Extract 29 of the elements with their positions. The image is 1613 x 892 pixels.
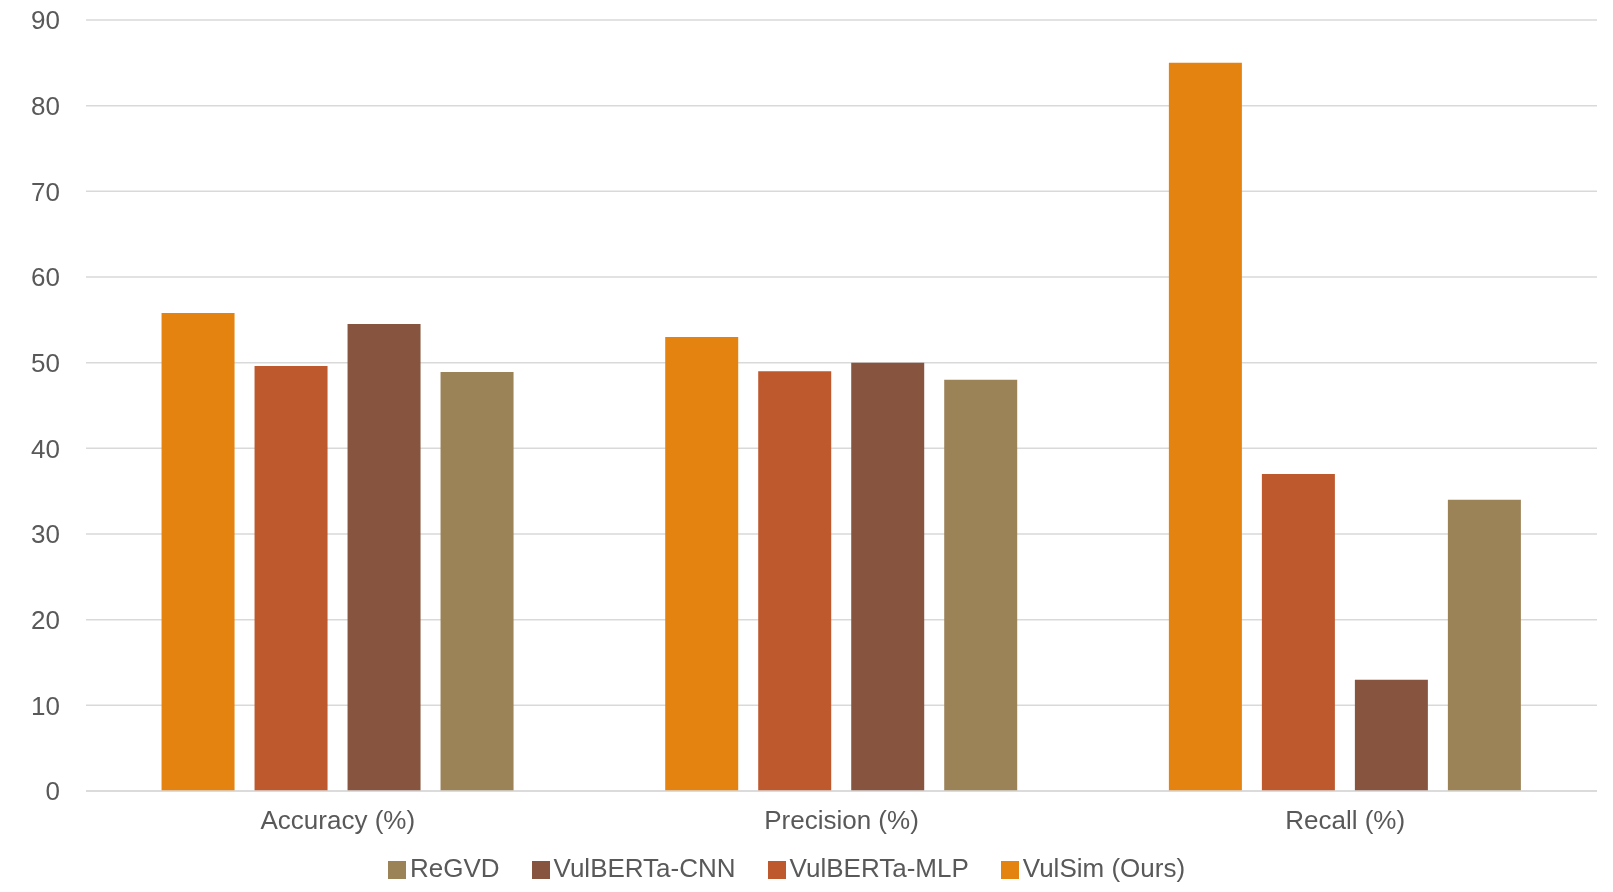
y-tick-label: 40	[31, 433, 60, 464]
bar	[440, 372, 514, 791]
bar	[254, 366, 328, 791]
y-tick-label: 60	[31, 262, 60, 293]
y-tick-label: 80	[31, 90, 60, 121]
legend-label: VulBERTa-MLP	[789, 853, 969, 883]
legend-label: ReGVD	[409, 853, 500, 883]
bar	[851, 362, 925, 791]
bar	[1261, 474, 1335, 791]
y-tick-label: 70	[31, 176, 60, 207]
y-tick-label: 50	[31, 347, 60, 378]
bar	[944, 379, 1018, 791]
bar	[665, 336, 739, 791]
x-tick-label: Precision (%)	[764, 805, 919, 836]
y-tick-label: 30	[31, 519, 60, 550]
y-tick-label: 0	[45, 776, 60, 807]
bar	[758, 371, 832, 791]
bar	[1354, 679, 1428, 791]
bar	[1447, 499, 1521, 791]
bar	[161, 312, 235, 791]
legend-label: VulSim (Ours)	[1022, 853, 1186, 883]
y-tick-label: 10	[31, 690, 60, 721]
y-tick-label: 20	[31, 604, 60, 635]
bar	[347, 324, 421, 791]
bar	[1168, 62, 1242, 791]
x-tick-label: Accuracy (%)	[260, 805, 416, 836]
legend-label: VulBERTa-CNN	[553, 853, 736, 883]
x-tick-label: Recall (%)	[1285, 805, 1406, 836]
y-tick-label: 90	[31, 5, 60, 36]
